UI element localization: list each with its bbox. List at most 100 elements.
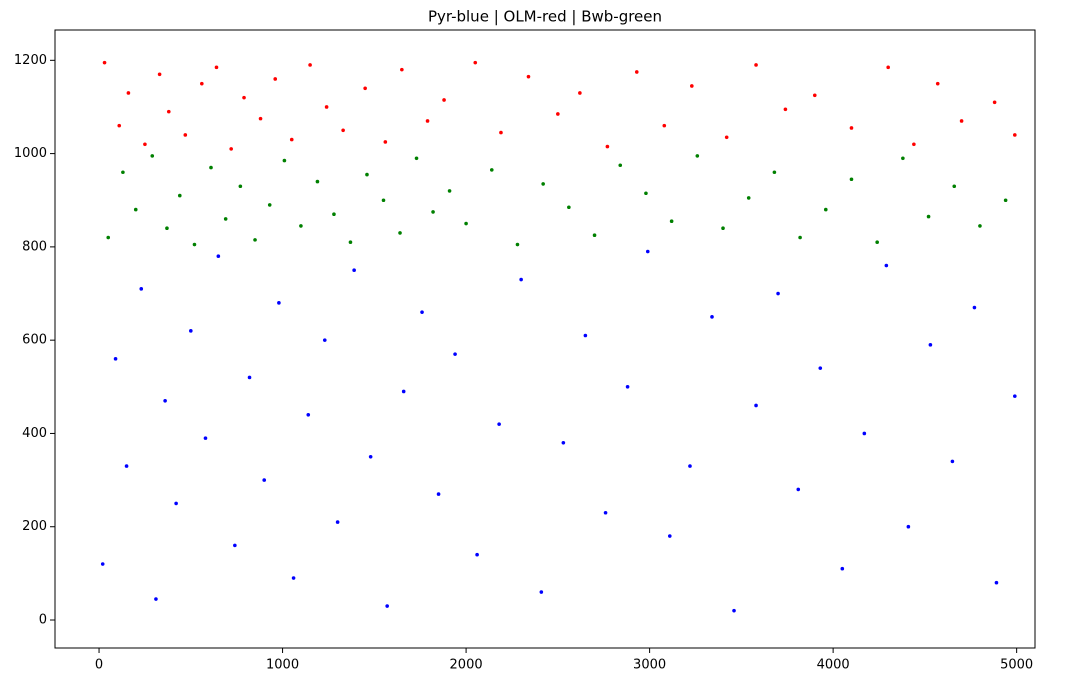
spike-dot bbox=[556, 112, 560, 116]
spike-dot bbox=[341, 128, 345, 133]
spike-dot bbox=[812, 93, 817, 98]
spike-dot bbox=[233, 543, 237, 548]
spike-dot bbox=[992, 100, 997, 105]
spike-dot bbox=[818, 366, 823, 370]
spike-dot bbox=[209, 165, 213, 170]
spike-dot bbox=[308, 63, 312, 67]
spike-dot bbox=[690, 84, 694, 88]
spike-dot bbox=[605, 144, 610, 149]
spike-dot bbox=[401, 389, 406, 394]
spike-dot bbox=[174, 501, 178, 506]
spike-dot bbox=[732, 608, 736, 613]
spike-dot bbox=[978, 224, 982, 228]
spike-dot bbox=[216, 254, 221, 259]
spike-dot bbox=[431, 210, 435, 214]
spike-dot bbox=[688, 464, 692, 468]
spike-dot bbox=[150, 154, 155, 158]
x-tick-label: 2000 bbox=[450, 658, 483, 673]
spike-dot bbox=[163, 399, 167, 403]
spike-dot bbox=[166, 109, 171, 114]
spike-dot bbox=[124, 464, 129, 468]
spike-dot bbox=[238, 184, 243, 189]
spike-dot bbox=[126, 91, 131, 95]
spike-dot bbox=[322, 338, 327, 342]
spike-dot bbox=[324, 105, 329, 109]
spike-dot bbox=[952, 184, 957, 189]
spike-dot bbox=[912, 142, 916, 147]
spike-dot bbox=[695, 154, 700, 158]
x-tick-label: 3000 bbox=[633, 658, 666, 673]
spike-dot bbox=[414, 156, 419, 161]
spike-dot bbox=[425, 119, 430, 123]
spike-dot bbox=[335, 520, 340, 524]
spike-dot bbox=[669, 219, 674, 224]
spike-dot bbox=[578, 91, 582, 95]
spike-dot bbox=[840, 566, 845, 571]
spike-dot bbox=[567, 205, 571, 210]
spike-dot bbox=[754, 63, 758, 67]
spike-dot bbox=[644, 191, 648, 196]
spike-dot bbox=[133, 207, 138, 212]
spike-dot bbox=[928, 343, 933, 347]
spike-dot bbox=[363, 86, 367, 91]
spike-dot bbox=[935, 81, 940, 86]
x-tick-label: 0 bbox=[95, 658, 103, 673]
spike-dot bbox=[436, 492, 441, 496]
spike-dot bbox=[154, 597, 158, 601]
spike-dot bbox=[306, 412, 311, 417]
spike-dot bbox=[453, 352, 457, 356]
spike-dot bbox=[400, 67, 404, 72]
spike-dot bbox=[592, 233, 597, 238]
spike-dot bbox=[258, 116, 263, 121]
spike-dot bbox=[972, 305, 977, 310]
spike-dot bbox=[157, 72, 162, 77]
spike-dot bbox=[242, 95, 246, 100]
spike-dot bbox=[442, 98, 446, 102]
spike-dot bbox=[515, 242, 520, 247]
spike-dot bbox=[273, 77, 278, 81]
spike-dot bbox=[561, 440, 566, 445]
y-tick-label: 1000 bbox=[14, 146, 47, 161]
spike-dot bbox=[100, 562, 105, 566]
spike-dot bbox=[102, 60, 107, 65]
spike-dot bbox=[489, 168, 494, 172]
spike-dot bbox=[381, 198, 386, 203]
spike-dot bbox=[299, 224, 303, 228]
spike-dot bbox=[901, 156, 905, 161]
plot-frame bbox=[54, 29, 1036, 649]
spike-dot bbox=[464, 221, 468, 226]
spike-dot bbox=[282, 158, 287, 163]
spike-dot bbox=[618, 163, 623, 168]
spike-dot bbox=[203, 436, 208, 440]
y-tick-label: 600 bbox=[22, 333, 47, 348]
spike-dot bbox=[365, 172, 369, 177]
spike-dot bbox=[223, 217, 228, 221]
spike-dot bbox=[398, 231, 402, 235]
spike-dot bbox=[253, 238, 257, 242]
spike-dot bbox=[352, 268, 356, 273]
chart-title: Pyr-blue | OLM-red | Bwb-green bbox=[428, 8, 662, 26]
spike-dot bbox=[383, 140, 388, 144]
spike-dot bbox=[420, 310, 424, 314]
spike-dot bbox=[772, 170, 777, 175]
spike-dot bbox=[121, 170, 125, 175]
spike-dot bbox=[113, 357, 118, 361]
spike-dot bbox=[385, 604, 389, 608]
spike-dot bbox=[143, 142, 147, 147]
spike-dot bbox=[721, 226, 725, 231]
spike-dot bbox=[662, 123, 667, 128]
spike-dot bbox=[798, 235, 802, 240]
spike-dot bbox=[214, 65, 219, 70]
y-tick-label: 0 bbox=[39, 613, 47, 628]
spike-dot bbox=[368, 454, 373, 459]
spike-dot bbox=[603, 510, 608, 515]
spike-dot bbox=[473, 60, 478, 65]
spike-dot bbox=[776, 291, 780, 296]
spike-dot bbox=[291, 576, 296, 580]
spike-dot bbox=[447, 189, 452, 193]
spike-dot bbox=[497, 422, 501, 426]
spike-dot bbox=[348, 240, 353, 245]
spike-dot bbox=[1013, 394, 1017, 398]
